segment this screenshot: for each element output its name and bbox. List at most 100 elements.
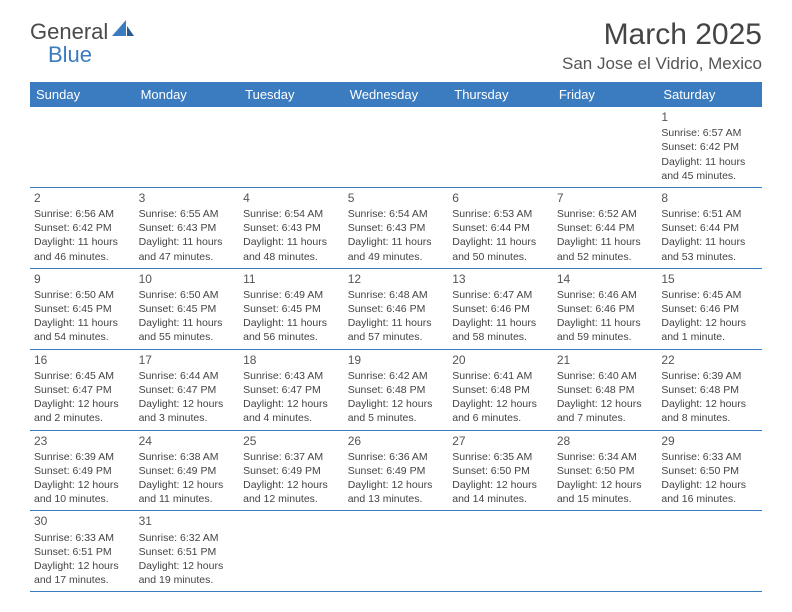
sunrise-text: Sunrise: 6:49 AM: [243, 288, 340, 302]
sunrise-text: Sunrise: 6:54 AM: [243, 207, 340, 221]
day-number: 28: [557, 433, 654, 449]
sunset-text: Sunset: 6:48 PM: [348, 383, 445, 397]
calendar-row: 23Sunrise: 6:39 AMSunset: 6:49 PMDayligh…: [30, 430, 762, 511]
sunrise-text: Sunrise: 6:33 AM: [34, 531, 131, 545]
day-header: Wednesday: [344, 82, 449, 107]
calendar-row: 9 Sunrise: 6:50 AMSunset: 6:45 PM Daylight…: [30, 268, 762, 349]
day-number: 14: [557, 271, 654, 287]
daylight-text: Daylight: 11 hours and 52 minutes.: [557, 235, 654, 263]
day-header: Saturday: [657, 82, 762, 107]
day-number: 8: [661, 190, 758, 206]
day-number: 31: [139, 513, 236, 529]
calendar-cell: [344, 511, 449, 592]
calendar-cell: [135, 107, 240, 187]
calendar-row: 1Sunrise: 6:57 AMSunset: 6:42 PMDaylight…: [30, 107, 762, 187]
day-number: 4: [243, 190, 340, 206]
sunset-text: Sunset: 6:46 PM: [661, 302, 758, 316]
sunrise-text: Sunrise: 6:57 AM: [661, 126, 758, 140]
sunrise-text: Sunrise: 6:42 AM: [348, 369, 445, 383]
daylight-text: Daylight: 12 hours and 11 minutes.: [139, 478, 236, 506]
day-header: Sunday: [30, 82, 135, 107]
day-number: 19: [348, 352, 445, 368]
sunset-text: Sunset: 6:47 PM: [34, 383, 131, 397]
sunrise-text: Sunrise: 6:52 AM: [557, 207, 654, 221]
sunrise-text: Sunrise: 6:40 AM: [557, 369, 654, 383]
sunrise-text: Sunrise: 6:48 AM: [348, 288, 445, 302]
day-number: 2: [34, 190, 131, 206]
calendar-cell: 27Sunrise: 6:35 AMSunset: 6:50 PMDayligh…: [448, 430, 553, 511]
sunrise-text: Sunrise: 6:55 AM: [139, 207, 236, 221]
sunrise-text: Sunrise: 6:46 AM: [557, 288, 654, 302]
calendar-cell: 17Sunrise: 6:44 AMSunset: 6:47 PMDayligh…: [135, 349, 240, 430]
calendar-cell: [30, 107, 135, 187]
location: San Jose el Vidrio, Mexico: [562, 54, 762, 74]
daylight-text: Daylight: 12 hours and 4 minutes.: [243, 397, 340, 425]
day-number: 15: [661, 271, 758, 287]
daylight-text: Daylight: 12 hours and 8 minutes.: [661, 397, 758, 425]
sunrise-text: Sunrise: 6:50 AM: [139, 288, 236, 302]
calendar-cell: 3Sunrise: 6:55 AMSunset: 6:43 PMDaylight…: [135, 187, 240, 268]
day-number: 24: [139, 433, 236, 449]
sunset-text: Sunset: 6:45 PM: [139, 302, 236, 316]
calendar-cell: 8Sunrise: 6:51 AMSunset: 6:44 PMDaylight…: [657, 187, 762, 268]
sunset-text: Sunset: 6:49 PM: [348, 464, 445, 478]
day-number: 5: [348, 190, 445, 206]
day-number: 13: [452, 271, 549, 287]
day-number: 25: [243, 433, 340, 449]
sunrise-text: Sunrise: 6:34 AM: [557, 450, 654, 464]
day-number: 29: [661, 433, 758, 449]
daylight-text: Daylight: 12 hours and 1 minute.: [661, 316, 758, 344]
calendar-cell: [239, 511, 344, 592]
daylight-text: Daylight: 12 hours and 16 minutes.: [661, 478, 758, 506]
month-title: March 2025: [562, 18, 762, 52]
calendar-cell: 28Sunrise: 6:34 AMSunset: 6:50 PMDayligh…: [553, 430, 658, 511]
calendar-cell: 23Sunrise: 6:39 AMSunset: 6:49 PMDayligh…: [30, 430, 135, 511]
daylight-text: Daylight: 12 hours and 10 minutes.: [34, 478, 131, 506]
day-number: 20: [452, 352, 549, 368]
sunrise-text: Sunrise: 6:45 AM: [661, 288, 758, 302]
day-number: 9: [34, 271, 131, 287]
sunset-text: Sunset: 6:50 PM: [557, 464, 654, 478]
title-block: March 2025 San Jose el Vidrio, Mexico: [562, 18, 762, 74]
sunrise-text: Sunrise: 6:35 AM: [452, 450, 549, 464]
calendar-cell: 18Sunrise: 6:43 AMSunset: 6:47 PMDayligh…: [239, 349, 344, 430]
calendar-cell: 1Sunrise: 6:57 AMSunset: 6:42 PMDaylight…: [657, 107, 762, 187]
sunrise-text: Sunrise: 6:37 AM: [243, 450, 340, 464]
day-number: 7: [557, 190, 654, 206]
day-number: 3: [139, 190, 236, 206]
day-number: 30: [34, 513, 131, 529]
sunset-text: Sunset: 6:42 PM: [661, 140, 758, 154]
daylight-text: Daylight: 11 hours and 46 minutes.: [34, 235, 131, 263]
daylight-text: Daylight: 12 hours and 19 minutes.: [139, 559, 236, 587]
sunset-text: Sunset: 6:43 PM: [139, 221, 236, 235]
calendar-cell: 26Sunrise: 6:36 AMSunset: 6:49 PMDayligh…: [344, 430, 449, 511]
sunset-text: Sunset: 6:42 PM: [34, 221, 131, 235]
calendar-cell: [344, 107, 449, 187]
sunrise-text: Sunrise: 6:32 AM: [139, 531, 236, 545]
daylight-text: Daylight: 11 hours and 47 minutes.: [139, 235, 236, 263]
daylight-text: Daylight: 11 hours and 58 minutes.: [452, 316, 549, 344]
calendar-cell: [448, 107, 553, 187]
calendar-cell: 22Sunrise: 6:39 AMSunset: 6:48 PMDayligh…: [657, 349, 762, 430]
calendar-cell: 21Sunrise: 6:40 AMSunset: 6:48 PMDayligh…: [553, 349, 658, 430]
sunrise-text: Sunrise: 6:54 AM: [348, 207, 445, 221]
calendar-cell: 12Sunrise: 6:48 AMSunset: 6:46 PMDayligh…: [344, 268, 449, 349]
sunset-text: Sunset: 6:50 PM: [661, 464, 758, 478]
sunrise-text: Sunrise: 6:53 AM: [452, 207, 549, 221]
calendar-cell: [239, 107, 344, 187]
daylight-text: Daylight: 11 hours and 59 minutes.: [557, 316, 654, 344]
sunset-text: Sunset: 6:44 PM: [557, 221, 654, 235]
calendar-cell: 10Sunrise: 6:50 AMSunset: 6:45 PMDayligh…: [135, 268, 240, 349]
daylight-text: Daylight: 12 hours and 7 minutes.: [557, 397, 654, 425]
sunrise-text: Sunrise: 6:36 AM: [348, 450, 445, 464]
sunset-text: Sunset: 6:51 PM: [34, 545, 131, 559]
day-number: 21: [557, 352, 654, 368]
daylight-text: Daylight: 11 hours and 49 minutes.: [348, 235, 445, 263]
day-number: 1: [661, 109, 758, 125]
calendar-cell: 20Sunrise: 6:41 AMSunset: 6:48 PMDayligh…: [448, 349, 553, 430]
calendar-cell: 15Sunrise: 6:45 AMSunset: 6:46 PMDayligh…: [657, 268, 762, 349]
daylight-text: Daylight: 12 hours and 15 minutes.: [557, 478, 654, 506]
calendar-row: 30 Sunrise: 6:33 AMSunset: 6:51 PM Dayligh…: [30, 511, 762, 592]
day-number: 6: [452, 190, 549, 206]
day-header: Thursday: [448, 82, 553, 107]
